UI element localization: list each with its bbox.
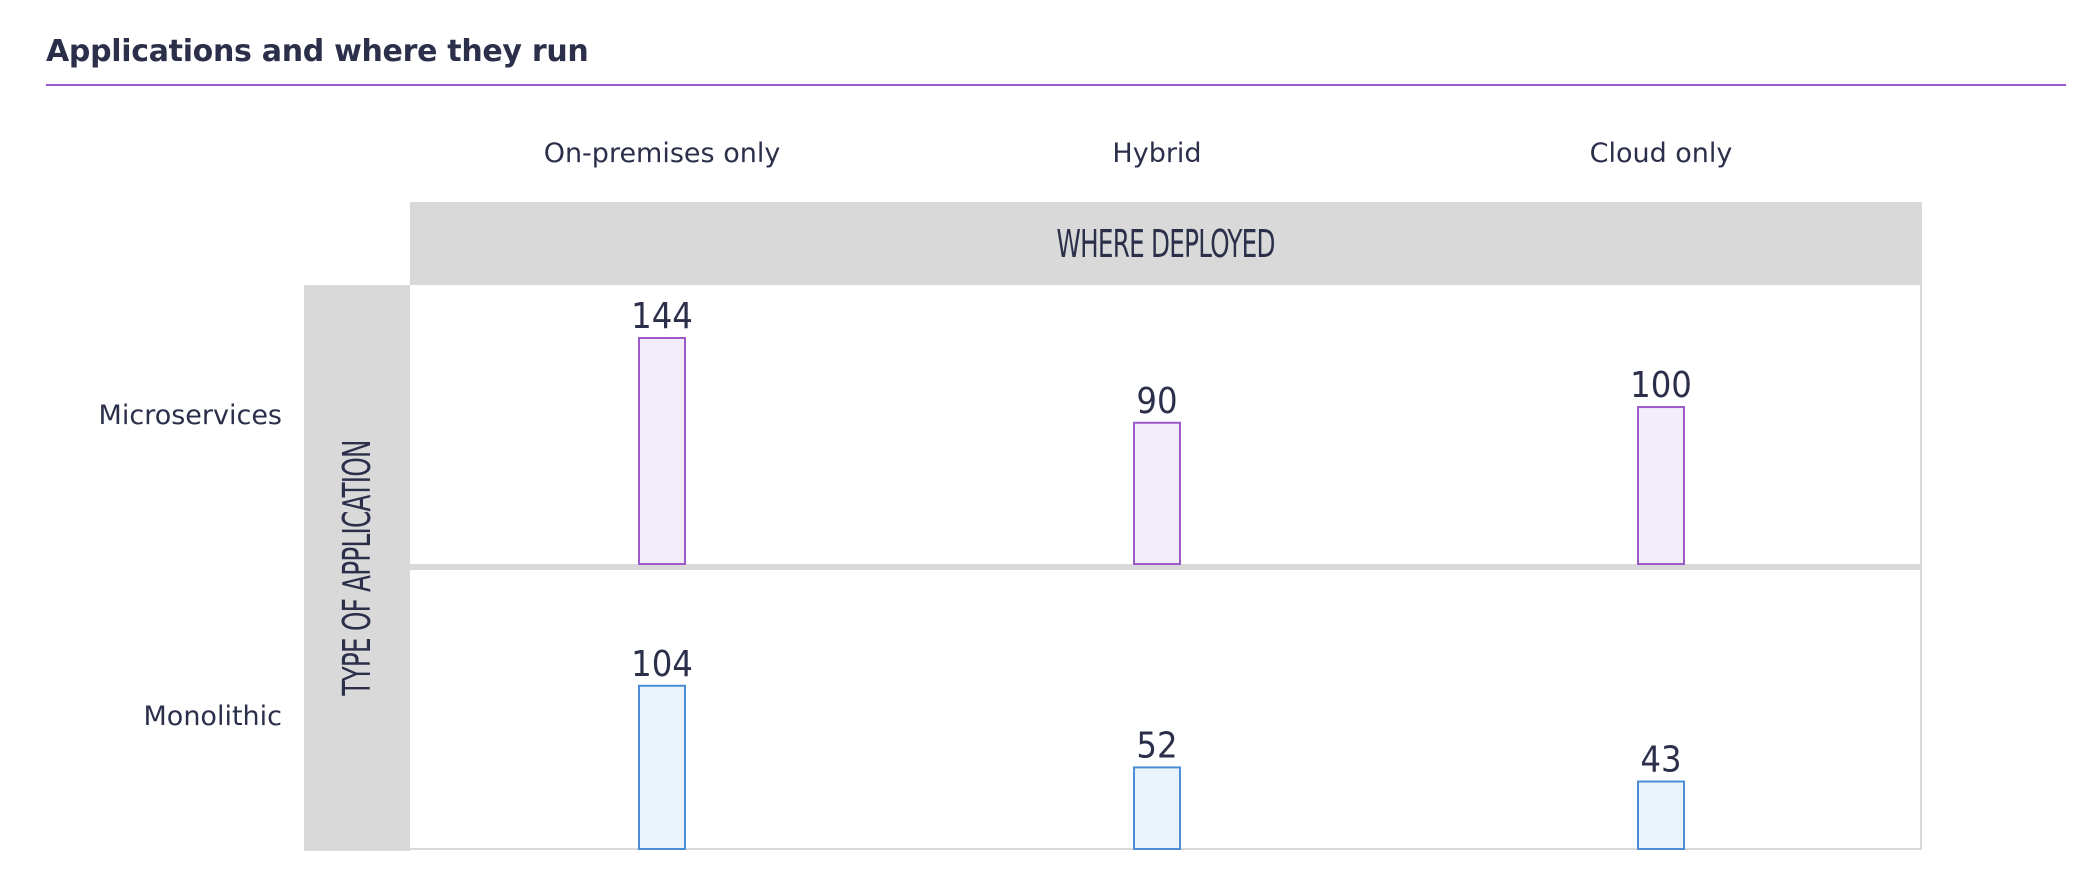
value-label-microservices-2: 100 xyxy=(1630,365,1692,406)
bar-microservices-1 xyxy=(1133,421,1181,565)
column-label-cloud: Cloud only xyxy=(1589,138,1733,169)
row-label-monolithic: Monolithic xyxy=(143,701,283,732)
bar-monolithic-2 xyxy=(1637,780,1685,851)
bar-microservices-0 xyxy=(638,337,686,565)
y-axis-title-band xyxy=(304,285,410,851)
row-label-microservices: Microservices xyxy=(98,400,282,431)
value-label-microservices-1: 90 xyxy=(1136,381,1177,422)
x-axis-title: WHERE DEPLOYED xyxy=(1056,221,1276,266)
column-label-on-premises: On-premises only xyxy=(543,138,781,169)
title-rule xyxy=(46,84,2066,86)
value-label-monolithic-1: 52 xyxy=(1136,725,1177,766)
value-label-microservices-0: 144 xyxy=(631,296,693,337)
value-label-monolithic-2: 43 xyxy=(1640,740,1681,781)
column-label-hybrid: Hybrid xyxy=(1112,138,1202,169)
chart-title: Applications and where they run xyxy=(46,34,589,69)
bar-microservices-2 xyxy=(1637,406,1685,565)
x-axis-title-band: WHERE DEPLOYED xyxy=(410,202,1922,285)
value-label-monolithic-0: 104 xyxy=(631,644,693,685)
bar-monolithic-1 xyxy=(1133,766,1181,851)
bar-monolithic-0 xyxy=(638,684,686,850)
